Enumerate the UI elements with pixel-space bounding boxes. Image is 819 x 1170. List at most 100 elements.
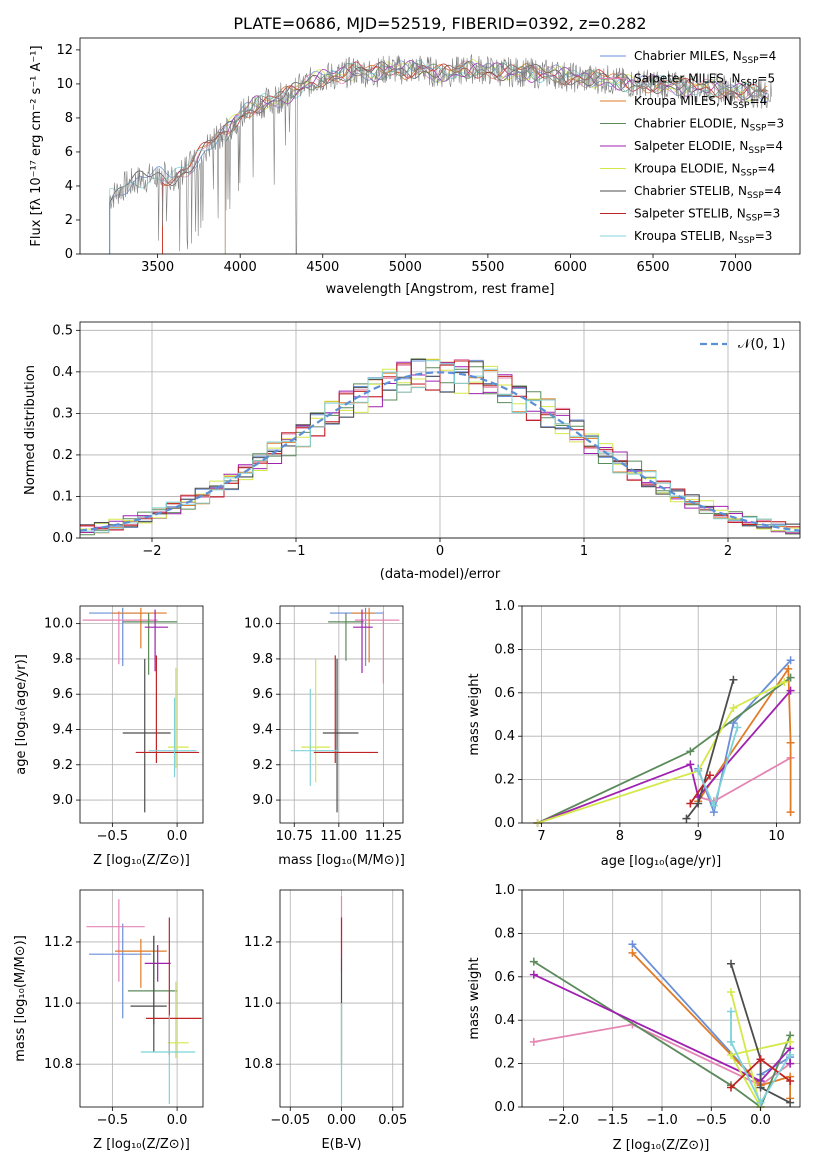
residuals-legend-label: 𝒩(0, 1) [738, 337, 785, 352]
spectrum-panel: 3500 4000 4500 5000 5500 6000 6500 7000 0 2 4 6 8 10 1… [29, 37, 801, 297]
weight_vs_age-line-2 [697, 666, 792, 813]
weight_vs_age-marker-6-0 [682, 814, 691, 823]
age_vs_mass-ytick-label-2: 9.4 [252, 722, 273, 737]
mass_vs_EBV-xtick-label-1: 0.00 [327, 1113, 356, 1128]
spectrum-xtick-label-4: 5500 [471, 260, 504, 275]
weight_vs_age-marker-5-2 [729, 703, 738, 712]
weight_vs_age-marker-3-1 [686, 747, 695, 756]
weight_vs_Z-marker-5-0 [726, 987, 735, 996]
mass_vs_EBV-panel: −0.05 0.00 0.05 10.8 11.0 11.2 E(B-V) [244, 889, 407, 1152]
weight_vs_age-marker-4-3 [786, 686, 795, 695]
age_vs_Z-ytick-label-0: 9.0 [52, 793, 73, 808]
age_vs_Z-panel: −0.5 0.0 9.0 9.2 9.4 9.6 9.8 10.0 Z [log₁₀(Z/Z⊙)… [14, 605, 204, 868]
weight_vs_Z-line-8 [730, 1011, 791, 1105]
mass_vs_Z-panel: −0.5 0.0 10.8 11.0 11.2 Z [log₁₀(Z/Z⊙)] mass [… [13, 889, 204, 1152]
spectrum-legend-label-7: Salpeter STELIB, NSSP=3 [634, 207, 780, 224]
weight_vs_Z-marker-0-0 [628, 940, 637, 949]
spectrum-xtick-label-2: 4500 [306, 260, 339, 275]
spectrum-ytick-label-5: 10 [56, 77, 73, 92]
residuals-legend: 𝒩(0, 1) [700, 337, 785, 352]
age_vs_mass-ytick-label-3: 9.6 [252, 687, 273, 702]
spectrum-xlabel: wavelength [Angstrom, rest frame] [326, 282, 555, 297]
weight_vs_age-line-3 [537, 676, 792, 824]
spectrum-frame [79, 37, 801, 255]
weight_vs_age-marker-2-3 [786, 808, 795, 817]
weight_vs_Z-ylabel: mass weight [467, 957, 482, 1039]
weight_vs_age-marker-4-1 [686, 760, 695, 769]
weight_vs_age-xtick-label-1: 8 [616, 829, 624, 844]
age_vs_mass-xtick-label-2: 11.25 [365, 829, 402, 844]
residuals-plot-area [79, 358, 801, 536]
spectrum-legend-label-3: Chabrier ELODIE, NSSP=3 [634, 117, 784, 134]
weight_vs_age-marker-6-2 [729, 675, 738, 684]
spectrum-xtick-label-3: 5000 [389, 260, 422, 275]
spectrum-xtick-label-0: 3500 [141, 260, 174, 275]
weight_vs_age-marker-0-3 [786, 656, 795, 665]
residuals-panel: −2 −1 0 1 2 0.0 0.1 0.2 0.3 0.4 0.5 (data-model)/er… [23, 321, 801, 582]
weight_vs_Z-marker-4-3 [786, 1059, 795, 1068]
weight_vs_Z-plot-area [529, 940, 795, 1111]
weight_vs_Z-xtick-label-3: −0.5 [695, 1113, 727, 1128]
spectrum-ylabel: Flux [fλ 10⁻¹⁷ erg cm⁻² s⁻¹ A⁻¹] [29, 45, 44, 246]
weight_vs_Z-line-6 [730, 963, 791, 1104]
spectrum-ytick-label-0: 0 [65, 247, 73, 262]
residuals-ytick-label-2: 0.2 [52, 448, 73, 463]
spectrum-model-line-2 [162, 63, 768, 254]
mass_vs_Z-plot-area [86, 899, 202, 1104]
weight_vs_age-xtick-label-0: 7 [537, 829, 545, 844]
weight_vs_Z-xtick-label-0: −2.0 [548, 1113, 580, 1128]
weight_vs_age-marker-5-3 [780, 677, 789, 686]
spectrum-legend-label-1: Salpeter MILES, NSSP=5 [634, 72, 775, 89]
mass_vs_EBV-ytick-label-0: 10.8 [244, 1057, 273, 1072]
weight_vs_age-marker-8-2 [733, 723, 742, 732]
mass_vs_Z-ylabel: mass [log₁₀(M/M⊙)] [13, 935, 28, 1062]
spectrum-plot-area [109, 54, 772, 254]
weight_vs_age-frame [521, 605, 801, 824]
age_vs_Z-ytick-label-3: 9.6 [52, 687, 73, 702]
weight_vs_Z-line-5 [729, 991, 791, 1108]
spectrum-observed-line [109, 54, 772, 254]
weight_vs_Z-marker-7-0 [726, 1083, 735, 1092]
age_vs_mass-ytick-label-5: 10.0 [244, 617, 273, 632]
mass_vs_EBV-ytick-label-2: 11.2 [244, 935, 273, 950]
age_vs_Z-ytick-label-1: 9.2 [52, 758, 73, 773]
weight_vs_age-line-7 [689, 774, 711, 805]
weight_vs_age-ytick-label-5: 1.0 [494, 599, 515, 614]
weight_vs_Z-ytick-label-5: 1.0 [494, 883, 515, 898]
spectrum-xtick-label-6: 6500 [636, 260, 669, 275]
mass_vs_EBV-xlabel: E(B-V) [321, 1137, 361, 1152]
weight_vs_age-marker-7-1 [705, 771, 714, 780]
spectrum-legend-label-4: Salpeter ELODIE, NSSP=4 [634, 139, 783, 156]
panels: 3500 4000 4500 5000 5500 6000 6500 700002468101… [13, 37, 801, 1153]
residuals-xtick-label-0: −2 [142, 544, 161, 559]
residuals-ytick-label-5: 0.5 [52, 323, 73, 338]
weight_vs_Z-marker-8-3 [786, 1050, 795, 1059]
weight_vs_age-ylabel: mass weight [467, 673, 482, 755]
spectrum-legend-label-2: Kroupa MILES, NSSP=4 [634, 94, 767, 111]
residuals-xtick-label-3: 1 [580, 544, 588, 559]
weight_vs_age-xtick-label-3: 10 [768, 829, 785, 844]
weight_vs_age-marker-2-1 [784, 664, 793, 673]
age_vs_mass-plot-area [290, 607, 400, 813]
weight_vs_Z-marker-7-1 [756, 1055, 765, 1064]
residuals-xtick-label-2: 0 [436, 544, 444, 559]
age_vs_mass-xtick-label-1: 11.00 [320, 829, 357, 844]
mass_vs_EBV-xtick-label-2: 0.05 [378, 1113, 407, 1128]
residuals-ytick-label-3: 0.3 [52, 406, 73, 421]
weight_vs_age-ytick-label-2: 0.4 [494, 729, 515, 744]
weight_vs_age-marker-2-2 [786, 738, 795, 747]
age_vs_Z-ytick-label-2: 9.4 [52, 722, 73, 737]
weight_vs_age-line-4 [537, 690, 792, 824]
mass_vs_EBV-ytick-label-1: 11.0 [244, 996, 273, 1011]
spectrum-legend-label-8: Kroupa STELIB, NSSP=3 [634, 229, 772, 246]
weight_vs_Z-ytick-label-0: 0.0 [494, 1100, 515, 1115]
weight_vs_Z-marker-7-2 [786, 1076, 795, 1085]
weight_vs_age-plot-area [533, 656, 795, 827]
weight_vs_Z-xtick-label-2: −1.0 [646, 1113, 678, 1128]
weight_vs_Z-marker-6-2 [756, 1083, 765, 1092]
mass_vs_Z-xtick-label-0: −0.5 [97, 1113, 129, 1128]
spectrum-ytick-label-6: 12 [56, 43, 73, 58]
age_vs_Z-xlabel: Z [log₁₀(Z/Z⊙)] [93, 853, 190, 868]
spectrum-xtick-label-1: 4000 [224, 260, 257, 275]
weight_vs_Z-line-2 [631, 952, 791, 1099]
